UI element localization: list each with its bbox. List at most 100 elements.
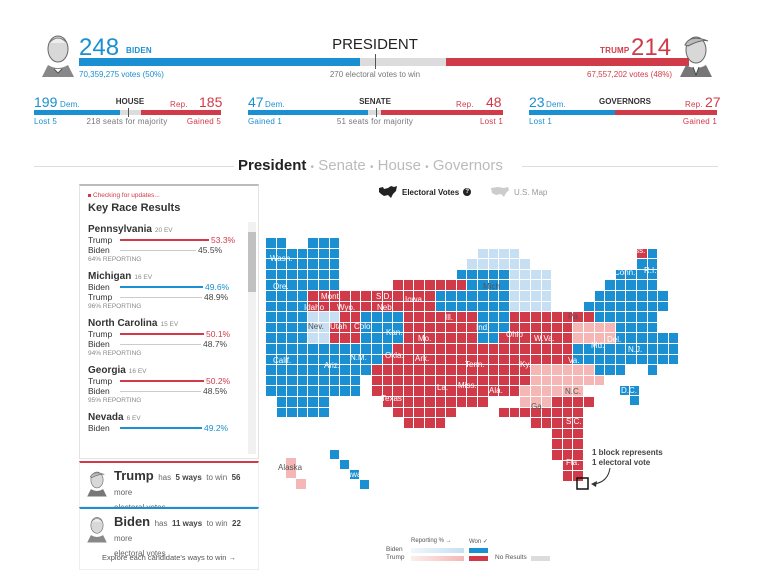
electoral-vote-block bbox=[573, 322, 583, 333]
electoral-vote-block bbox=[573, 428, 583, 439]
electoral-vote-block bbox=[350, 344, 361, 354]
electoral-vote-block bbox=[297, 269, 308, 280]
electoral-vote-block bbox=[403, 312, 414, 322]
electoral-vote-block bbox=[467, 322, 477, 333]
senate-majority-text: 51 seats for majority bbox=[336, 117, 414, 126]
electoral-vote-block bbox=[552, 397, 562, 407]
state-label: Miss. bbox=[458, 381, 477, 390]
electoral-vote-block bbox=[573, 397, 583, 407]
electoral-vote-block bbox=[456, 344, 467, 354]
race-candidate-row: Trump 48.9% bbox=[88, 292, 238, 302]
electoral-vote-block bbox=[562, 333, 573, 343]
electoral-vote-block bbox=[562, 439, 573, 449]
electoral-vote-block bbox=[319, 301, 329, 312]
race-item[interactable]: Georgia 16 EV Trump 50.2% Biden 48.5% 95%… bbox=[88, 365, 238, 404]
race-item[interactable]: North Carolina 15 EV Trump 50.1% Biden 48… bbox=[88, 318, 238, 357]
race-item[interactable]: Nevada 6 EV Biden 49.2% bbox=[88, 412, 238, 433]
state-label: N.Y. bbox=[577, 273, 592, 282]
state-label: Mich bbox=[483, 282, 500, 291]
electoral-vote-block bbox=[350, 301, 361, 312]
electoral-vote-block bbox=[382, 344, 393, 354]
electoral-vote-block bbox=[562, 450, 573, 460]
paths-has: has bbox=[158, 473, 172, 482]
electoral-vote-block bbox=[319, 407, 329, 418]
electoral-vote-block bbox=[372, 386, 382, 396]
electoral-vote-block bbox=[488, 333, 499, 343]
electoral-vote-block bbox=[414, 322, 424, 333]
tab-president[interactable]: President bbox=[238, 157, 307, 174]
electoral-vote-block bbox=[382, 375, 393, 386]
electoral-vote-block bbox=[541, 397, 552, 407]
electoral-vote-block bbox=[456, 312, 467, 322]
trump-paths-card[interactable]: Trump has 5 ways to win 56 more electora… bbox=[79, 461, 259, 512]
electoral-vote-block bbox=[552, 428, 562, 439]
electoral-vote-block bbox=[478, 333, 488, 343]
electoral-vote-block bbox=[350, 365, 361, 375]
electoral-votes-toggle[interactable]: Electoral Votes ? bbox=[378, 184, 472, 200]
electoral-vote-block bbox=[605, 291, 615, 301]
electoral-vote-block bbox=[340, 322, 350, 333]
electoral-vote-block bbox=[456, 354, 467, 365]
electoral-vote-block bbox=[425, 312, 435, 322]
electoral-vote-block bbox=[647, 280, 658, 290]
scrollbar-thumb[interactable] bbox=[248, 232, 256, 292]
race-candidate-row: Biden 48.5% bbox=[88, 386, 238, 396]
electoral-vote-block bbox=[531, 333, 541, 343]
state-label: Tenn. bbox=[465, 360, 485, 369]
state-label: Idaho bbox=[304, 303, 325, 312]
electoral-vote-block bbox=[647, 301, 658, 312]
state-label: S.D. bbox=[376, 292, 392, 301]
race-ev: 16 EV bbox=[128, 368, 147, 375]
electoral-vote-block bbox=[425, 397, 435, 407]
electoral-vote-block bbox=[287, 365, 297, 375]
electoral-vote-block bbox=[615, 280, 626, 290]
race-item[interactable]: Pennsylvania 20 EV Trump 53.3% Biden 45.5… bbox=[88, 224, 238, 263]
biden-paths-card[interactable]: Biden has 11 ways to win 22 more elector… bbox=[79, 507, 259, 570]
vote-share-bar bbox=[120, 286, 203, 288]
tab-governors[interactable]: Governors bbox=[432, 157, 503, 174]
electoral-vote-block bbox=[287, 312, 297, 322]
electoral-vote-block bbox=[350, 312, 361, 322]
state-label: Wyo. bbox=[337, 303, 356, 312]
tab-house[interactable]: House bbox=[377, 157, 421, 174]
electoral-vote-block bbox=[456, 291, 467, 301]
electoral-vote-block bbox=[531, 322, 541, 333]
electoral-vote-block bbox=[541, 365, 552, 375]
electoral-vote-block bbox=[488, 322, 499, 333]
tab-senate[interactable]: Senate bbox=[318, 157, 366, 174]
biden-popular-votes: 70,359,275 votes (50%) bbox=[79, 70, 164, 79]
update-status-text: Checking for updates... bbox=[93, 192, 160, 199]
electoral-vote-block bbox=[414, 418, 424, 428]
explore-paths-link[interactable]: Explore each candidate's ways to win → bbox=[101, 553, 236, 562]
race-item[interactable]: Michigan 16 EV Biden 49.6% Trump 48.9% 96… bbox=[88, 271, 238, 310]
electoral-vote-block bbox=[297, 259, 308, 269]
electoral-vote-block bbox=[541, 301, 552, 312]
panel-scrollbar[interactable] bbox=[248, 222, 256, 454]
electoral-vote-block bbox=[541, 322, 552, 333]
electoral-vote-block bbox=[425, 280, 435, 290]
electoral-vote-block bbox=[319, 259, 329, 269]
paths-more: more bbox=[114, 534, 133, 543]
electoral-vote-block bbox=[478, 301, 488, 312]
legend-no-results-label: No Results bbox=[495, 554, 527, 561]
race-candidate-row: Biden 45.5% bbox=[88, 245, 238, 255]
electoral-vote-block bbox=[626, 344, 636, 354]
electoral-vote-block bbox=[509, 312, 520, 322]
electoral-vote-block bbox=[287, 248, 297, 259]
electoral-vote-block bbox=[329, 291, 340, 301]
electoral-vote-block bbox=[626, 269, 636, 280]
house-dem-bar bbox=[34, 110, 120, 115]
electoral-vote-block bbox=[393, 333, 403, 343]
electoral-vote-block bbox=[382, 354, 393, 365]
vote-share-pct: 49.2% bbox=[204, 423, 229, 433]
us-map-toggle[interactable]: U.S. Map bbox=[490, 184, 547, 200]
legend-trump-gradient bbox=[411, 556, 464, 561]
electoral-vote-block bbox=[287, 280, 297, 290]
electoral-vote-block bbox=[319, 365, 329, 375]
electoral-vote-block bbox=[329, 365, 340, 375]
electoral-vote-block bbox=[403, 418, 414, 428]
electoral-vote-block bbox=[531, 375, 541, 386]
info-icon[interactable]: ? bbox=[463, 188, 472, 196]
electoral-vote-block bbox=[573, 386, 583, 396]
house-majority-text: 218 seats for majority bbox=[86, 117, 168, 126]
